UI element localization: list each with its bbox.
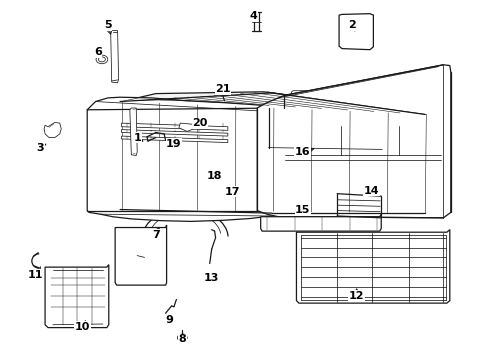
FancyBboxPatch shape — [291, 167, 335, 198]
Circle shape — [351, 29, 359, 35]
Circle shape — [351, 19, 359, 25]
FancyBboxPatch shape — [292, 91, 338, 126]
Polygon shape — [120, 92, 439, 214]
Text: 7: 7 — [152, 230, 160, 240]
Text: 19: 19 — [166, 139, 182, 149]
Polygon shape — [261, 214, 381, 231]
Text: 1: 1 — [133, 132, 141, 143]
Circle shape — [177, 334, 187, 341]
Polygon shape — [339, 14, 373, 50]
Text: 13: 13 — [204, 273, 220, 283]
Polygon shape — [115, 225, 167, 285]
Polygon shape — [122, 130, 228, 136]
Polygon shape — [111, 31, 119, 83]
Polygon shape — [257, 65, 451, 218]
Polygon shape — [87, 97, 284, 221]
FancyBboxPatch shape — [350, 90, 399, 128]
Text: 2: 2 — [348, 20, 356, 30]
Circle shape — [351, 37, 359, 43]
Text: 10: 10 — [74, 322, 90, 332]
Text: 11: 11 — [27, 270, 43, 280]
Text: 9: 9 — [165, 315, 173, 325]
Polygon shape — [179, 123, 194, 131]
Polygon shape — [122, 136, 228, 143]
Text: 12: 12 — [349, 291, 365, 301]
Text: 20: 20 — [192, 118, 208, 128]
Polygon shape — [296, 230, 450, 303]
Text: 18: 18 — [207, 171, 222, 181]
Polygon shape — [130, 108, 137, 156]
Text: 6: 6 — [94, 47, 102, 57]
FancyBboxPatch shape — [349, 169, 396, 202]
Text: 4: 4 — [250, 11, 258, 21]
Text: 21: 21 — [215, 84, 231, 94]
Text: 8: 8 — [178, 334, 186, 344]
Text: 5: 5 — [104, 20, 112, 30]
Polygon shape — [45, 265, 109, 328]
Text: 17: 17 — [225, 186, 241, 197]
Circle shape — [96, 55, 108, 64]
Text: 16: 16 — [295, 147, 311, 157]
Polygon shape — [44, 122, 61, 138]
Text: 15: 15 — [295, 204, 311, 215]
Text: 3: 3 — [36, 143, 44, 153]
Polygon shape — [122, 123, 228, 130]
Text: 14: 14 — [364, 186, 379, 196]
